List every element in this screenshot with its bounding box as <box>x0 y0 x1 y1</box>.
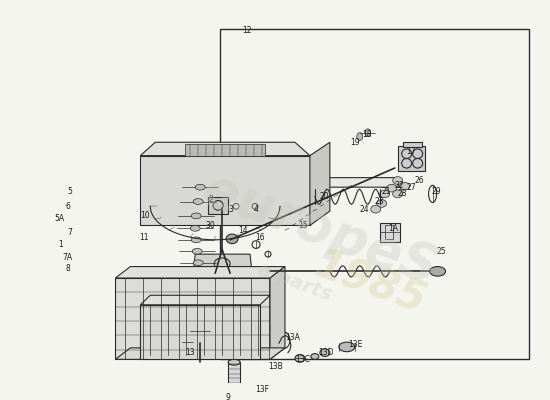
Bar <box>185 144 265 156</box>
Polygon shape <box>116 348 285 359</box>
Text: 13C: 13C <box>295 355 310 364</box>
Ellipse shape <box>365 129 371 136</box>
Ellipse shape <box>357 133 363 140</box>
Text: 23: 23 <box>375 197 384 206</box>
Text: 14: 14 <box>239 226 248 235</box>
Ellipse shape <box>228 359 240 365</box>
Text: 16: 16 <box>255 233 265 242</box>
Text: 5A: 5A <box>54 214 64 223</box>
Polygon shape <box>270 266 285 359</box>
Ellipse shape <box>377 200 387 207</box>
Polygon shape <box>310 142 330 226</box>
Ellipse shape <box>295 354 305 362</box>
Text: 6: 6 <box>65 202 70 211</box>
Polygon shape <box>379 222 400 242</box>
Text: 15: 15 <box>298 221 307 230</box>
Polygon shape <box>140 156 310 226</box>
Text: 13: 13 <box>185 348 195 357</box>
Polygon shape <box>228 362 240 400</box>
Text: 28: 28 <box>398 189 407 198</box>
Polygon shape <box>295 178 400 187</box>
Bar <box>384 226 393 239</box>
Text: 22: 22 <box>395 181 404 190</box>
Text: 25: 25 <box>437 247 446 256</box>
Text: 13E: 13E <box>348 340 362 350</box>
Bar <box>220 29 529 359</box>
Text: 2: 2 <box>208 195 213 204</box>
Ellipse shape <box>191 237 201 243</box>
Bar <box>208 197 228 214</box>
Polygon shape <box>193 254 252 273</box>
Text: 1: 1 <box>58 240 63 249</box>
Text: 13F: 13F <box>255 386 269 394</box>
Text: 12: 12 <box>242 26 251 35</box>
Text: 26: 26 <box>415 176 424 185</box>
Text: 17: 17 <box>406 147 416 156</box>
Text: 29: 29 <box>432 188 441 196</box>
Ellipse shape <box>193 199 203 204</box>
Text: 8: 8 <box>66 264 70 273</box>
Polygon shape <box>116 278 270 359</box>
Ellipse shape <box>226 234 238 244</box>
Text: 13A: 13A <box>285 333 300 342</box>
Text: 11: 11 <box>139 233 148 242</box>
Text: 1985: 1985 <box>308 243 431 322</box>
Ellipse shape <box>320 349 330 356</box>
Ellipse shape <box>339 342 355 352</box>
Text: 3: 3 <box>228 205 233 214</box>
Ellipse shape <box>192 248 202 254</box>
Polygon shape <box>140 142 310 156</box>
Text: 19: 19 <box>350 138 360 147</box>
Text: 18: 18 <box>362 130 371 139</box>
Text: 20: 20 <box>320 192 329 201</box>
Ellipse shape <box>195 184 205 190</box>
Text: 27: 27 <box>406 183 416 192</box>
Text: 13B: 13B <box>268 362 283 370</box>
Text: europeS: europeS <box>195 164 445 297</box>
Ellipse shape <box>191 213 201 219</box>
Polygon shape <box>116 266 285 278</box>
Text: a parts: a parts <box>255 261 334 305</box>
Text: 30: 30 <box>205 221 215 230</box>
Text: 7: 7 <box>68 228 73 237</box>
Ellipse shape <box>190 226 200 231</box>
Ellipse shape <box>193 260 203 266</box>
Polygon shape <box>190 328 210 343</box>
Text: 5: 5 <box>68 188 73 196</box>
Polygon shape <box>403 142 422 147</box>
Text: 4: 4 <box>253 205 258 214</box>
Text: 24: 24 <box>360 205 370 214</box>
Text: 13D: 13D <box>318 348 333 357</box>
Ellipse shape <box>393 177 403 184</box>
Ellipse shape <box>379 190 390 198</box>
Polygon shape <box>398 146 425 171</box>
Ellipse shape <box>371 205 381 213</box>
Text: 7A: 7A <box>62 252 73 262</box>
Text: 1A: 1A <box>388 224 398 233</box>
Ellipse shape <box>393 190 403 198</box>
Bar <box>252 389 270 395</box>
Ellipse shape <box>387 184 397 192</box>
Ellipse shape <box>217 200 227 208</box>
Ellipse shape <box>311 354 319 359</box>
Text: 21: 21 <box>382 188 391 196</box>
Text: 10: 10 <box>141 211 150 220</box>
Ellipse shape <box>400 182 410 190</box>
Ellipse shape <box>430 266 446 276</box>
Polygon shape <box>140 295 270 305</box>
Polygon shape <box>140 305 260 359</box>
Text: 9: 9 <box>226 393 230 400</box>
